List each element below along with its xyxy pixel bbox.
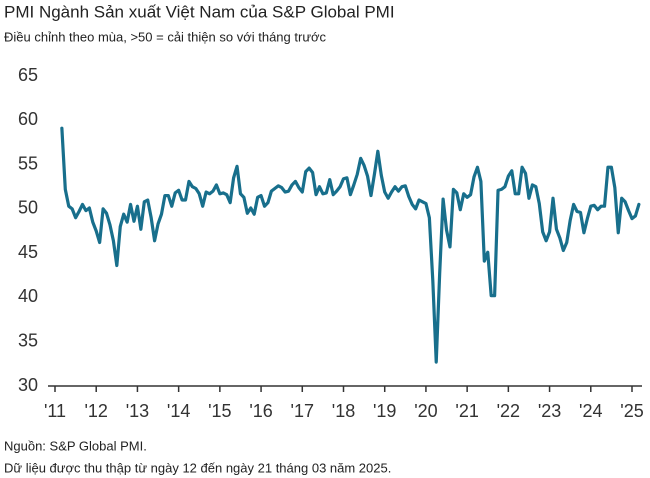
x-tick-label: '17: [291, 401, 314, 421]
x-tick-label: '20: [414, 401, 437, 421]
x-tick-label: '19: [373, 401, 396, 421]
x-tick-label: '14: [167, 401, 190, 421]
y-tick-label: 65: [18, 65, 38, 85]
y-tick-label: 30: [18, 375, 38, 395]
y-tick-label: 45: [18, 242, 38, 262]
source-note: Nguồn: S&P Global PMI.: [4, 438, 147, 453]
x-tick-label: '12: [84, 401, 107, 421]
x-tick-label: '13: [126, 401, 149, 421]
x-tick-label: '18: [332, 401, 355, 421]
x-tick-label: '16: [249, 401, 272, 421]
pmi-line: [60, 126, 641, 364]
data-note: Dữ liệu được thu thập từ ngày 12 đến ngà…: [4, 460, 391, 475]
x-tick-label: '21: [455, 401, 478, 421]
y-tick-label: 35: [18, 330, 38, 350]
chart-subtitle: Điều chỉnh theo mùa, >50 = cải thiện so …: [4, 29, 327, 44]
x-tick-label: '24: [579, 401, 602, 421]
chart-title: PMI Ngành Sản xuất Việt Nam của S&P Glob…: [4, 2, 395, 21]
y-tick-label: 55: [18, 153, 38, 173]
y-tick-label: 40: [18, 286, 38, 306]
y-tick-label: 50: [18, 198, 38, 218]
x-tick-label: '22: [497, 401, 520, 421]
x-tick-label: '25: [620, 401, 643, 421]
x-tick-label: '11: [44, 401, 66, 421]
x-tick-label: '23: [538, 401, 561, 421]
y-tick-label: 60: [18, 109, 38, 129]
x-tick-label: '15: [208, 401, 231, 421]
